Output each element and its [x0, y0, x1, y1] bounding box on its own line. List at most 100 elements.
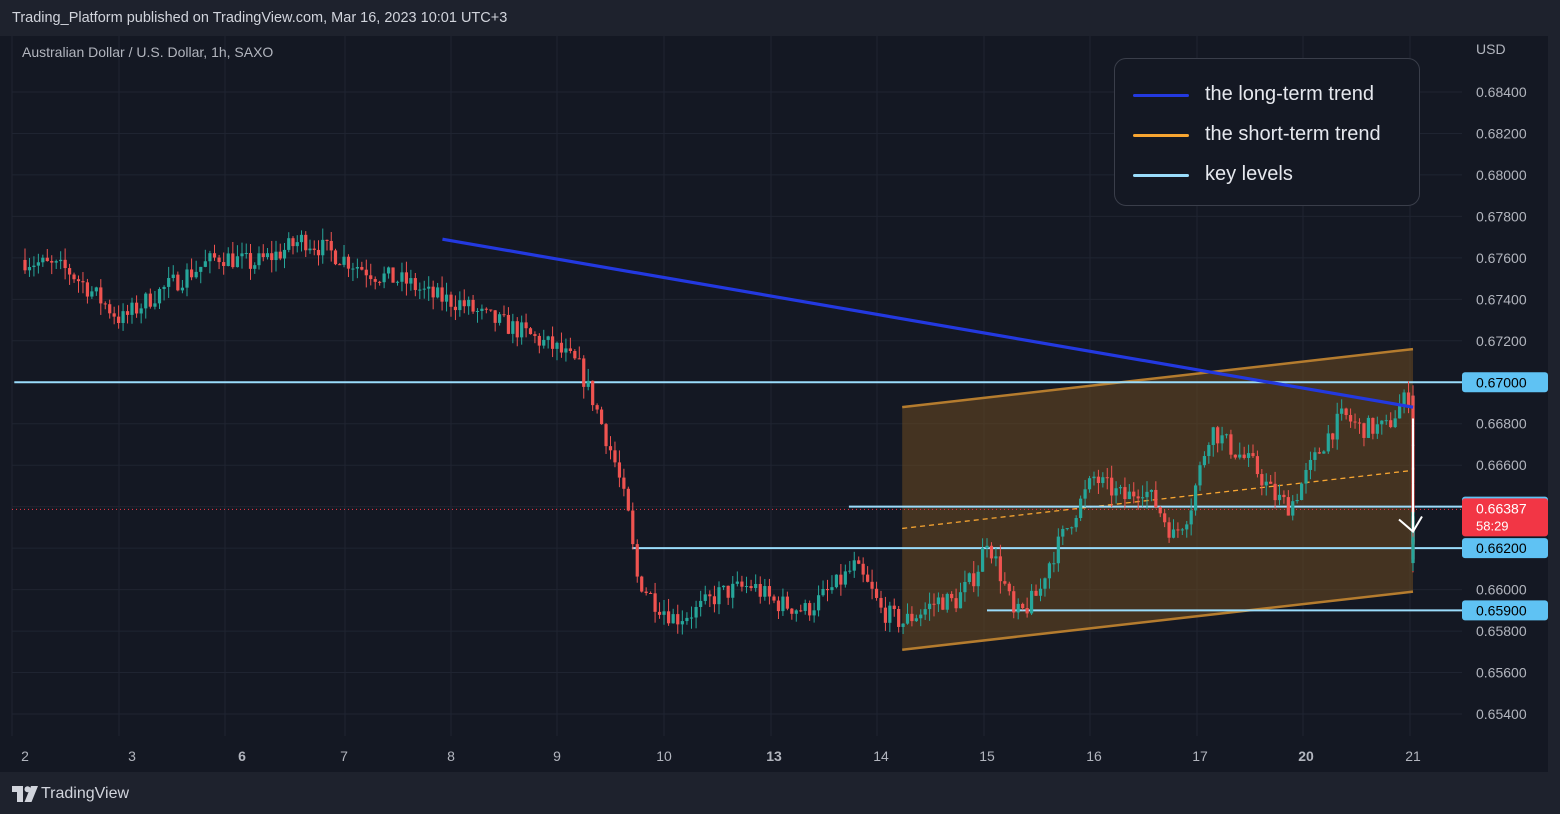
candle-body: [299, 234, 304, 243]
candle-body: [528, 328, 533, 335]
key-level-price-label: 0.67000: [1476, 374, 1527, 390]
candle-body: [1402, 392, 1406, 406]
candle-body: [626, 488, 630, 511]
price-tick-label: 0.68000: [1476, 167, 1527, 183]
candle-body: [418, 289, 422, 291]
candle-body: [533, 334, 537, 336]
candle-body: [167, 277, 171, 287]
candle-body: [564, 348, 568, 353]
candlestick-chart[interactable]: USD 0.68400 0.68200 0.68000 0.67800 0.67600 0.…: [0, 36, 1548, 772]
candle-body: [130, 302, 134, 315]
candle-body: [1375, 424, 1379, 434]
candle-body: [1110, 477, 1114, 496]
candle-body: [1299, 483, 1304, 500]
candle-body: [1313, 452, 1317, 460]
candle-body: [41, 257, 45, 263]
candle-body: [731, 583, 735, 598]
candle-body: [108, 304, 112, 314]
candle-body: [1025, 608, 1029, 614]
legend-swatch: [1133, 134, 1189, 137]
candle-body: [1052, 563, 1056, 565]
candle-body: [1180, 529, 1184, 531]
key-level-price-tag: [1462, 600, 1548, 621]
candle-body: [703, 594, 707, 601]
candle-body: [325, 239, 329, 241]
candle-body: [644, 591, 648, 594]
candle-body: [1070, 527, 1074, 529]
candle-body: [599, 409, 604, 425]
candle-body: [171, 274, 175, 278]
candle-body: [1304, 469, 1308, 484]
candle-body: [631, 510, 635, 545]
candle-body: [1127, 491, 1131, 500]
candle-body: [905, 613, 910, 624]
candle-body: [754, 584, 758, 589]
candle-body: [1264, 481, 1268, 486]
candle-body: [785, 596, 789, 609]
candle-body: [914, 618, 918, 622]
price-tick-label: 0.67600: [1476, 250, 1527, 266]
candle-body: [1007, 583, 1011, 592]
candle-body: [998, 556, 1002, 582]
candle-body: [1398, 405, 1402, 419]
candle-body: [112, 313, 116, 317]
candle-body: [1211, 427, 1215, 446]
candle-body: [386, 267, 391, 274]
candle-body: [312, 248, 316, 250]
candle-body: [1238, 454, 1242, 458]
legend-swatch: [1133, 94, 1189, 97]
candle-body: [222, 262, 226, 266]
candle-body: [812, 610, 816, 616]
date-tick-label: 20: [1298, 748, 1314, 764]
candle-body: [954, 598, 958, 609]
candle-body: [261, 253, 265, 258]
candle-body: [382, 273, 386, 283]
candle-body: [1149, 489, 1154, 492]
candle-body: [1242, 454, 1246, 458]
candle-body: [511, 321, 515, 334]
candle-body: [139, 308, 143, 314]
candle-body: [1092, 476, 1096, 479]
candle-body: [985, 545, 989, 549]
projection-arrowhead: [1398, 516, 1423, 534]
candle-body: [338, 264, 342, 266]
candle-body: [404, 272, 409, 284]
candle-body: [520, 322, 524, 338]
candle-body: [976, 571, 980, 587]
candle-body: [125, 311, 130, 315]
chart-pane[interactable]: USD 0.68400 0.68200 0.68000 0.67800 0.67600 0.…: [0, 36, 1548, 772]
candle-body: [103, 303, 107, 305]
candle-body: [808, 603, 812, 616]
candle-body: [436, 287, 440, 298]
candle-body: [772, 596, 776, 601]
candle-body: [1079, 498, 1083, 519]
candle-body: [604, 424, 608, 447]
candle-body: [936, 597, 941, 605]
candle-body: [1411, 549, 1415, 564]
candle-body: [1216, 427, 1220, 444]
candle-body: [848, 570, 852, 572]
candle-body: [212, 253, 217, 258]
candle-body: [967, 573, 971, 582]
candle-body: [1291, 501, 1295, 516]
candle-body: [879, 597, 883, 608]
candle-body: [816, 595, 821, 611]
candle-body: [1340, 408, 1344, 414]
candle-body: [1335, 413, 1339, 440]
candle-body: [194, 271, 198, 278]
candle-body: [1229, 434, 1233, 455]
price-tick-label: 0.67400: [1476, 291, 1527, 307]
candle-body: [1136, 496, 1140, 499]
candle-body: [1061, 528, 1065, 537]
date-tick-label: 2: [21, 748, 29, 764]
candle-body: [360, 266, 364, 270]
candle-body: [1393, 418, 1397, 428]
candle-body: [1140, 497, 1145, 499]
candle-body: [409, 278, 413, 284]
candle-body: [257, 253, 261, 266]
candle-body: [892, 605, 896, 610]
candle-body: [883, 607, 888, 623]
footer-bar: TradingView: [0, 772, 1560, 814]
candle-body: [781, 596, 785, 612]
